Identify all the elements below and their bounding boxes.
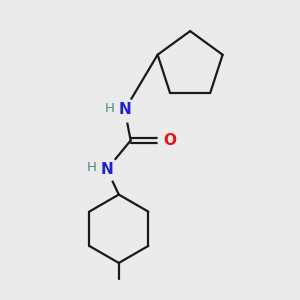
Text: N: N: [118, 102, 131, 117]
Text: H: H: [86, 161, 96, 174]
Text: O: O: [163, 133, 176, 148]
Text: N: N: [100, 162, 113, 177]
Text: H: H: [104, 102, 114, 115]
